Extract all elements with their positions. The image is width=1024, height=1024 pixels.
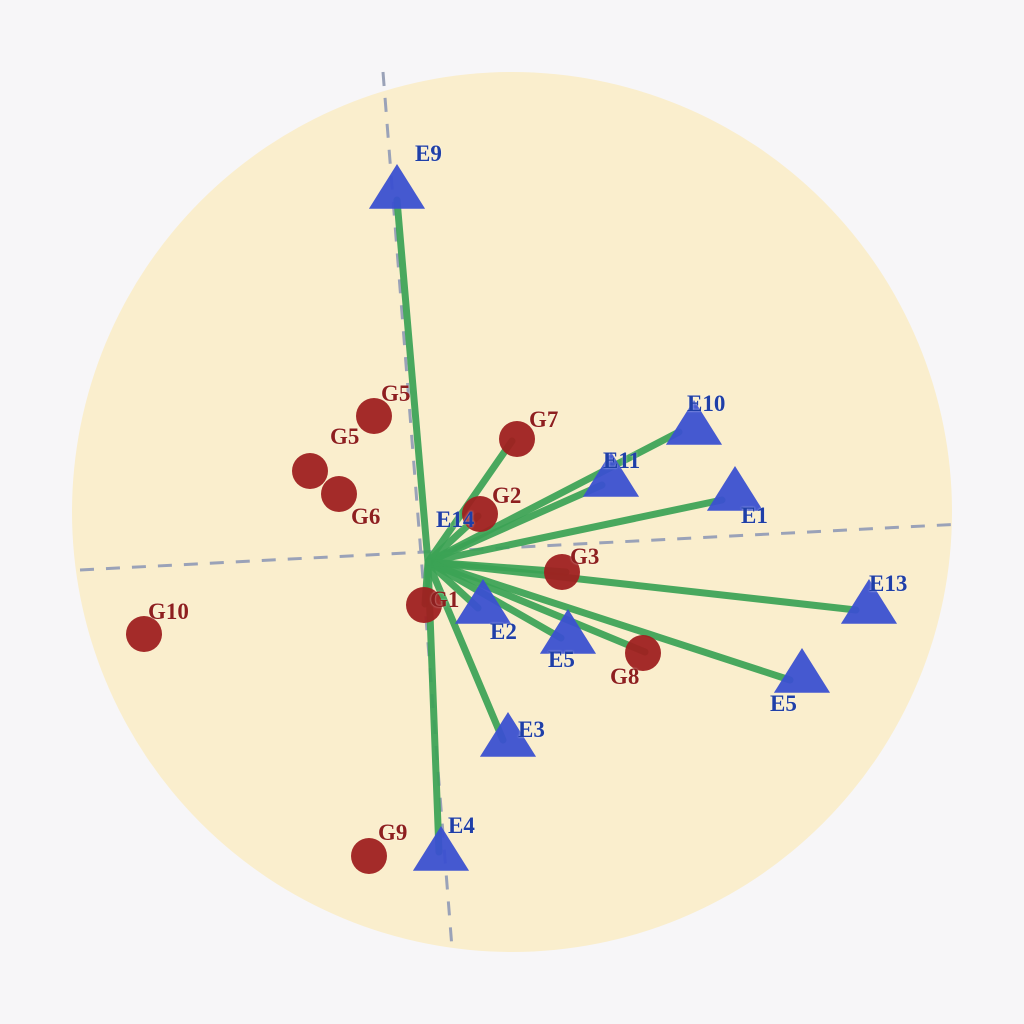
edge-hub-E5b bbox=[424, 558, 794, 684]
red-node-G2-4[interactable] bbox=[462, 496, 498, 532]
red-node-G8-7[interactable] bbox=[625, 635, 661, 671]
edge-hub-E9 bbox=[393, 196, 432, 566]
edge-hub-E11 bbox=[424, 481, 606, 566]
blue-node-E5-6[interactable] bbox=[539, 609, 597, 654]
blue-node-E10-1[interactable] bbox=[665, 400, 723, 445]
edge-hub-G3 bbox=[424, 558, 570, 576]
blue-node-E9-0[interactable] bbox=[368, 164, 426, 209]
blue-node-E11-2[interactable] bbox=[582, 452, 640, 497]
red-node-G6-2[interactable] bbox=[321, 476, 357, 512]
red-node-G5-1[interactable] bbox=[292, 453, 328, 489]
background-disk bbox=[72, 72, 952, 952]
blue-nodes bbox=[368, 164, 898, 871]
blue-node-E13-4[interactable] bbox=[840, 579, 898, 624]
blue-node-E5-7[interactable] bbox=[773, 648, 831, 693]
blue-node-E1-3[interactable] bbox=[706, 466, 764, 511]
edge-hub-E1 bbox=[424, 496, 726, 566]
blue-node-E3-8[interactable] bbox=[479, 712, 537, 757]
red-node-G1-6[interactable] bbox=[406, 587, 442, 623]
edge-hub-G8 bbox=[424, 558, 649, 656]
horizontal-axis bbox=[79, 522, 963, 572]
edge-hub-E3 bbox=[424, 558, 507, 744]
red-node-G7-3[interactable] bbox=[499, 421, 535, 457]
red-node-G3-5[interactable] bbox=[544, 554, 580, 590]
red-node-G9-9[interactable] bbox=[351, 838, 387, 874]
red-node-G10-8[interactable] bbox=[126, 616, 162, 652]
red-nodes bbox=[126, 398, 661, 874]
blue-node-E2-5[interactable] bbox=[454, 579, 512, 624]
red-node-G5-0[interactable] bbox=[356, 398, 392, 434]
blue-node-E4-9[interactable] bbox=[412, 826, 470, 871]
